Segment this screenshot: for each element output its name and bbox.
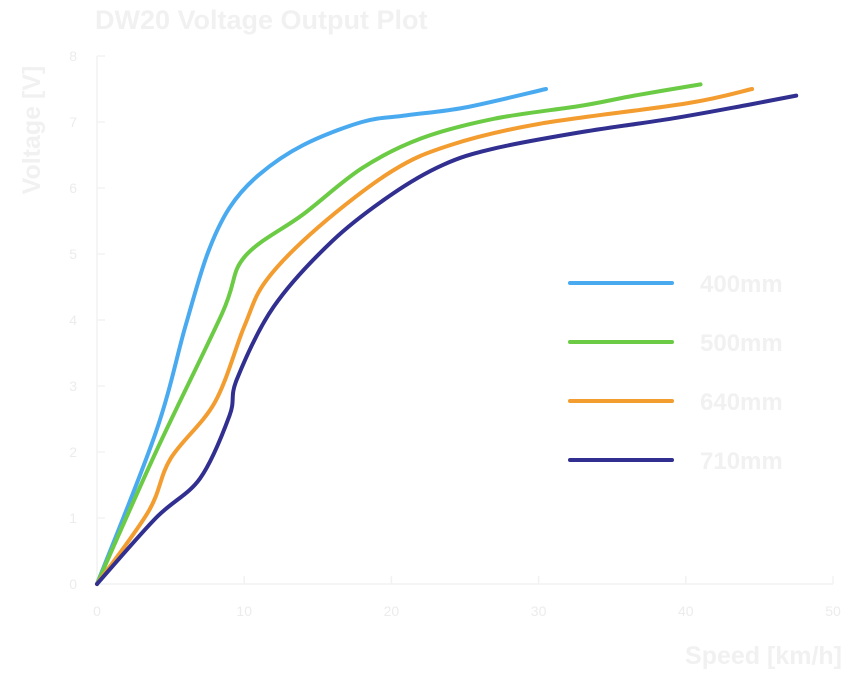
legend-label-500mm: 500mm (700, 330, 783, 357)
y-tick-label: 5 (69, 246, 77, 262)
y-tick-label: 3 (69, 378, 77, 394)
y-tick-label: 2 (69, 444, 77, 460)
legend: 400mm 500mm 640mm 710mm (568, 271, 783, 475)
x-tick-label: 0 (93, 603, 101, 619)
legend-label-400mm: 400mm (700, 271, 783, 298)
y-tick-label: 6 (69, 180, 77, 196)
y-tick-label: 1 (69, 510, 77, 526)
chart-title: DW20 Voltage Output Plot (95, 5, 428, 35)
series-line-640mm (95, 87, 755, 586)
y-tick-label: 4 (69, 312, 77, 328)
series-line-400mm (95, 87, 548, 586)
series-line-500mm (95, 82, 703, 586)
x-tick-label: 50 (825, 603, 841, 619)
x-tick-label: 20 (384, 603, 400, 619)
x-tick-label: 30 (531, 603, 547, 619)
legend-label-640mm: 640mm (700, 389, 783, 416)
y-tick-label: 0 (69, 576, 77, 592)
y-tick-label: 7 (69, 114, 77, 130)
axes (96, 56, 833, 585)
series-line-710mm (95, 93, 799, 586)
y-tick-label: 8 (69, 48, 77, 64)
y-axis-title: Voltage [V] (18, 66, 46, 195)
ticks: 0 10 20 30 40 50 0 1 2 3 4 5 6 7 8 (69, 48, 841, 619)
series-group (95, 82, 799, 586)
x-axis-title: Speed [km/h] (685, 642, 842, 670)
x-tick-label: 10 (236, 603, 252, 619)
legend-label-710mm: 710mm (700, 448, 783, 475)
x-tick-label: 40 (678, 603, 694, 619)
